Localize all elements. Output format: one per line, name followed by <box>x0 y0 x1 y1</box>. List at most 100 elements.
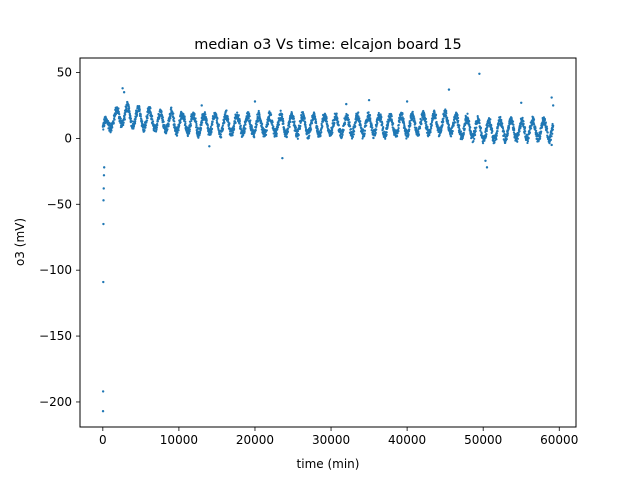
data-point <box>452 124 455 127</box>
data-point <box>527 137 530 140</box>
data-point <box>156 120 159 123</box>
data-point <box>519 125 522 128</box>
data-point <box>371 126 374 129</box>
data-point <box>522 122 525 125</box>
data-point <box>227 118 230 121</box>
data-point <box>217 123 221 126</box>
data-point <box>377 111 380 115</box>
data-point <box>108 122 112 125</box>
data-point <box>401 112 404 116</box>
data-point <box>379 117 383 121</box>
data-point <box>551 122 554 126</box>
data-point <box>417 133 421 136</box>
data-point <box>102 128 105 131</box>
data-point <box>258 112 261 115</box>
data-point <box>341 133 344 137</box>
data-point <box>206 124 209 127</box>
data-point <box>217 128 220 132</box>
data-point <box>195 120 198 123</box>
data-point <box>167 125 170 128</box>
outlier-point <box>345 102 348 106</box>
data-point <box>495 138 498 141</box>
data-point <box>517 133 520 136</box>
data-point <box>465 122 468 125</box>
data-point <box>209 133 212 136</box>
data-point <box>549 133 552 136</box>
data-point <box>342 128 345 132</box>
outlier-point <box>208 145 211 148</box>
data-point <box>152 123 155 126</box>
data-point <box>145 121 148 124</box>
data-point <box>348 125 352 128</box>
data-point <box>485 133 488 136</box>
data-point <box>294 126 297 129</box>
data-point <box>170 106 173 109</box>
data-point <box>407 133 410 136</box>
data-point <box>326 123 329 126</box>
data-point <box>451 130 454 133</box>
data-point <box>474 133 477 137</box>
data-point <box>518 130 521 133</box>
data-point <box>491 130 494 133</box>
data-point <box>129 115 132 118</box>
data-point <box>268 110 271 113</box>
data-point <box>354 125 357 128</box>
data-point <box>325 117 328 120</box>
data-point <box>335 112 338 115</box>
data-point <box>209 125 212 129</box>
data-point <box>458 124 461 127</box>
data-point <box>144 126 147 129</box>
data-point <box>275 132 278 135</box>
data-point <box>200 123 203 127</box>
data-point <box>244 123 247 126</box>
data-point <box>502 130 506 133</box>
data-point <box>151 120 155 123</box>
data-point <box>446 119 450 122</box>
data-point <box>155 126 158 129</box>
outlier-point <box>102 174 106 177</box>
data-point <box>386 124 390 127</box>
data-point <box>539 135 542 138</box>
data-point <box>161 118 165 122</box>
data-point <box>429 131 432 134</box>
data-point <box>348 121 351 124</box>
data-point <box>296 129 300 133</box>
data-point <box>433 111 436 114</box>
data-point <box>310 122 314 125</box>
data-point <box>337 120 340 123</box>
data-point <box>113 118 116 121</box>
data-point <box>271 121 274 124</box>
data-point <box>257 109 260 113</box>
data-point <box>353 130 356 133</box>
data-point <box>111 126 114 129</box>
data-point <box>479 129 482 132</box>
data-point <box>172 117 176 120</box>
outlier-point <box>200 104 203 107</box>
data-point <box>550 135 553 138</box>
data-point <box>250 125 254 129</box>
data-point <box>210 127 214 130</box>
x-tick-label: 10000 <box>160 433 198 447</box>
data-point <box>292 115 295 118</box>
data-point <box>340 135 344 138</box>
data-point <box>358 117 361 120</box>
data-point <box>223 121 226 124</box>
data-point <box>304 121 307 124</box>
data-point <box>524 130 527 133</box>
data-point <box>493 141 496 144</box>
data-point <box>382 126 385 129</box>
data-point <box>546 131 549 134</box>
data-point <box>480 132 483 135</box>
data-point <box>543 118 547 122</box>
data-point <box>385 133 388 136</box>
data-point <box>335 114 338 117</box>
y-tick-label: −50 <box>47 197 72 211</box>
data-point <box>117 107 120 110</box>
outlier-point <box>551 104 555 107</box>
data-point <box>431 119 434 122</box>
data-point <box>231 131 235 134</box>
data-point <box>119 117 122 120</box>
data-point <box>248 115 251 118</box>
data-point <box>530 127 533 130</box>
